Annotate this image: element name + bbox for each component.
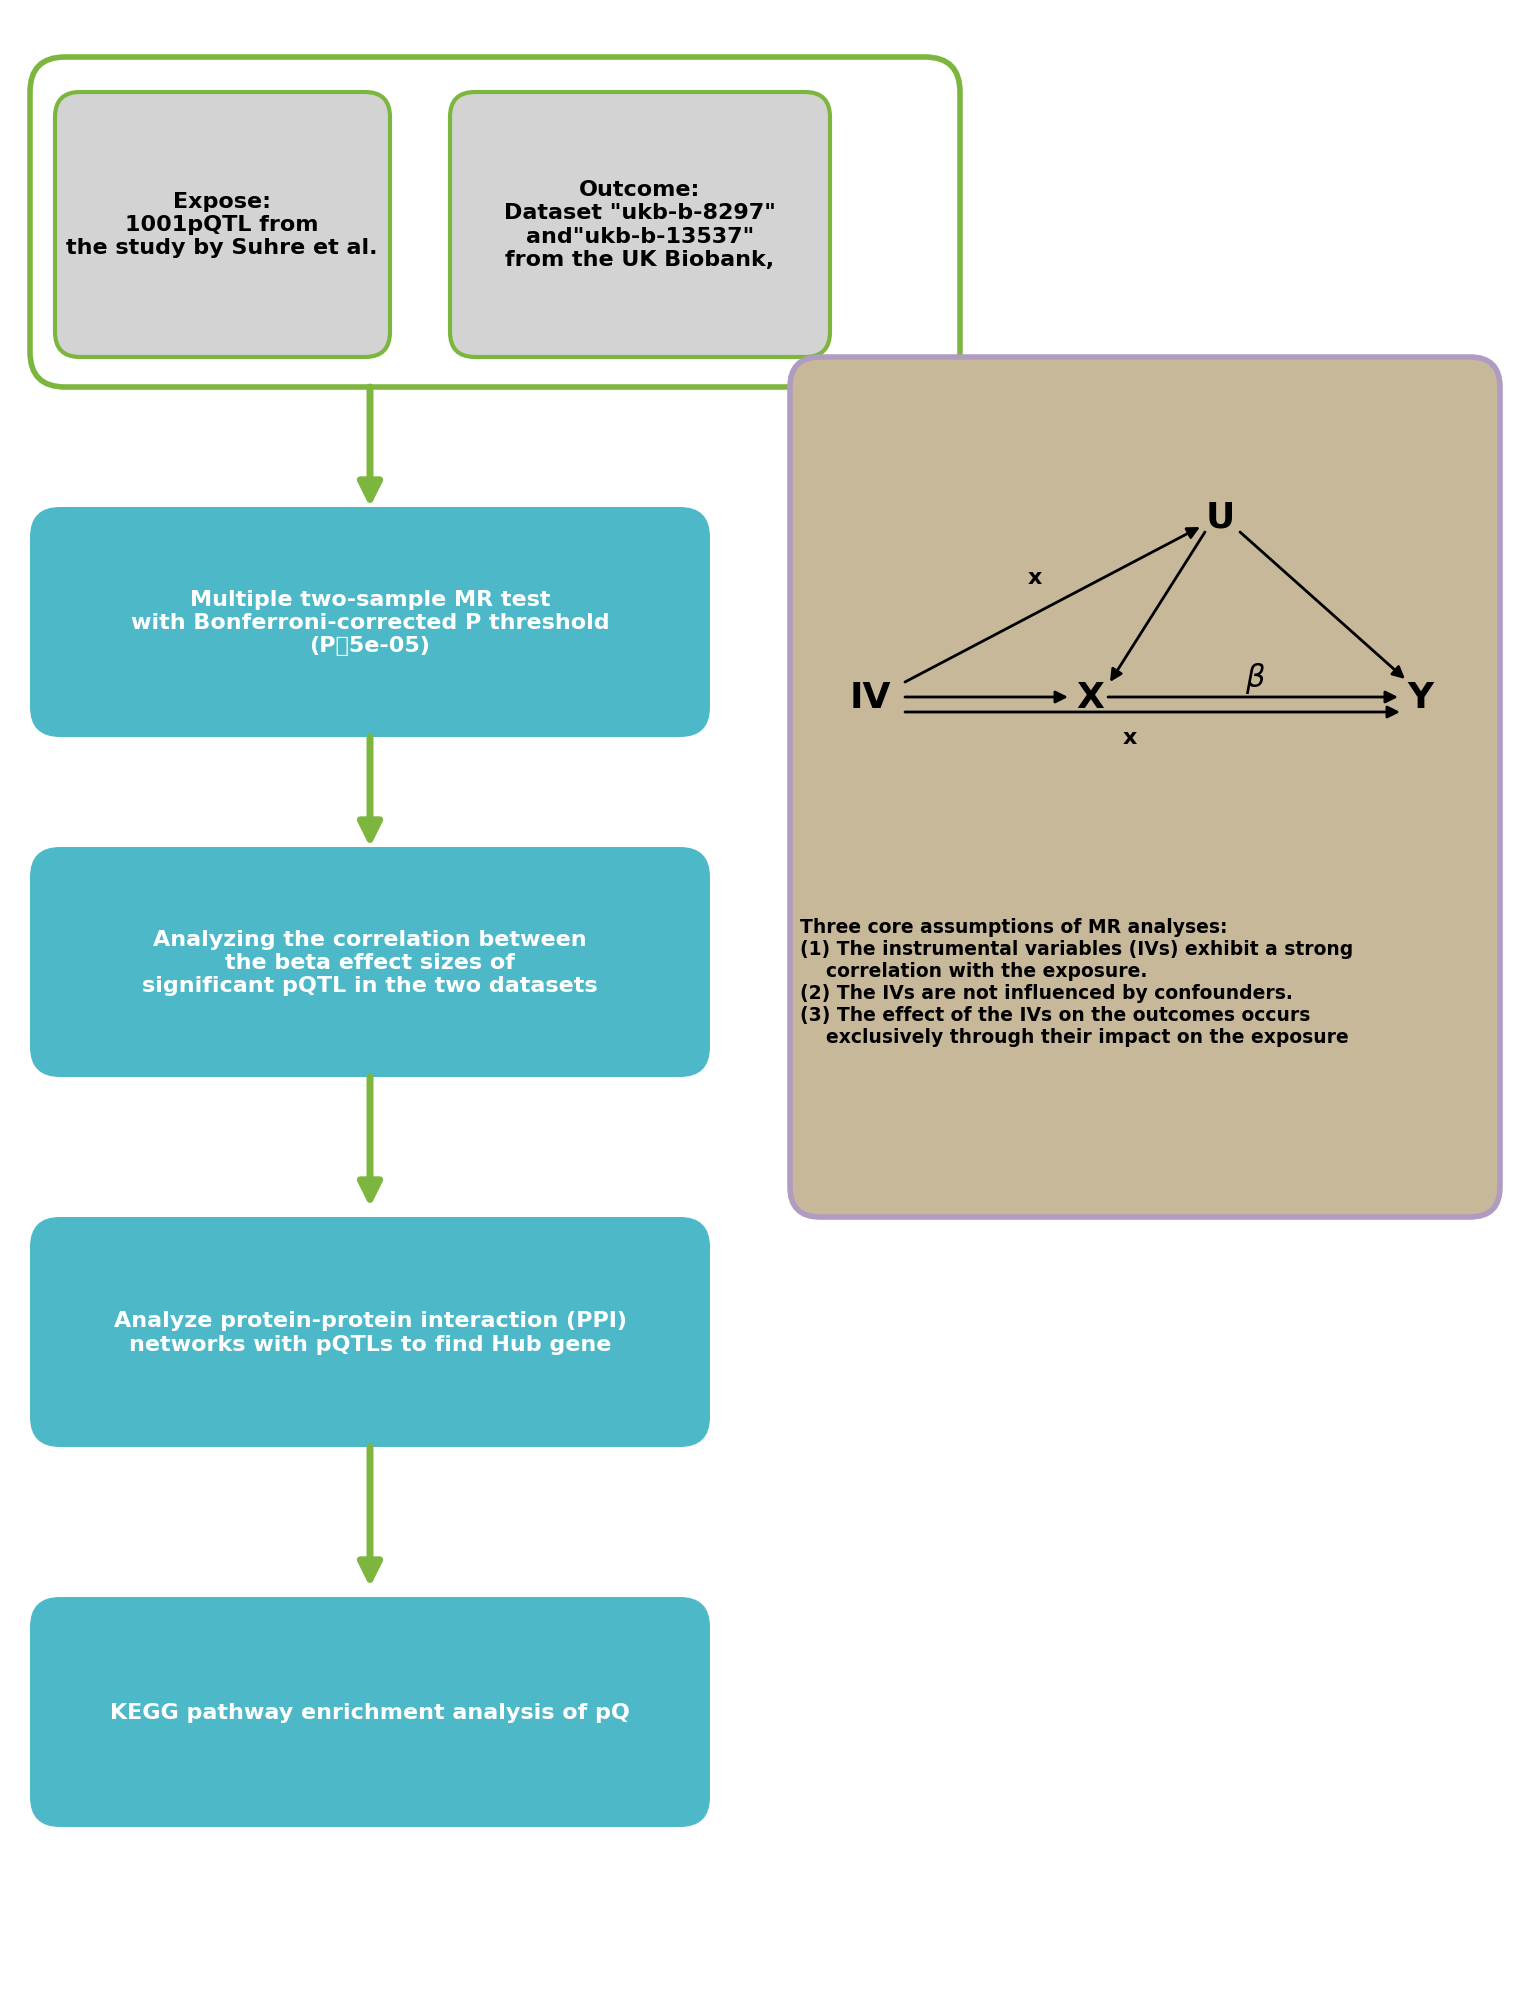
Text: x: x <box>1027 568 1042 588</box>
Text: Multiple two-sample MR test
with Bonferroni-corrected P threshold
(P＜5e-05): Multiple two-sample MR test with Bonferr… <box>131 590 610 656</box>
FancyBboxPatch shape <box>55 92 390 357</box>
FancyBboxPatch shape <box>30 508 710 739</box>
Text: β: β <box>1245 662 1265 692</box>
FancyBboxPatch shape <box>30 58 960 387</box>
FancyBboxPatch shape <box>30 1598 710 1826</box>
FancyBboxPatch shape <box>30 1218 710 1447</box>
Text: Y: Y <box>1407 680 1433 714</box>
Text: Three core assumptions of MR analyses:
(1) The instrumental variables (IVs) exhi: Three core assumptions of MR analyses: (… <box>800 917 1353 1046</box>
Text: Analyze protein-protein interaction (PPI)
networks with pQTLs to find Hub gene: Analyze protein-protein interaction (PPI… <box>113 1311 626 1355</box>
FancyBboxPatch shape <box>789 357 1500 1218</box>
Text: U: U <box>1205 502 1234 534</box>
Text: Analyzing the correlation between
the beta effect sizes of
significant pQTL in t: Analyzing the correlation between the be… <box>142 929 597 995</box>
Text: X: X <box>1076 680 1103 714</box>
Text: x: x <box>1123 729 1137 749</box>
Text: Outcome:
Dataset "ukb-b-8297"
and"ukb-b-13537"
from the UK Biobank,: Outcome: Dataset "ukb-b-8297" and"ukb-b-… <box>504 181 776 269</box>
Text: KEGG pathway enrichment analysis of pQ: KEGG pathway enrichment analysis of pQ <box>110 1702 629 1722</box>
FancyBboxPatch shape <box>30 847 710 1078</box>
Text: Expose:
1001pQTL from
the study by Suhre et al.: Expose: 1001pQTL from the study by Suhre… <box>66 193 378 259</box>
FancyBboxPatch shape <box>450 92 831 357</box>
Text: IV: IV <box>849 680 890 714</box>
